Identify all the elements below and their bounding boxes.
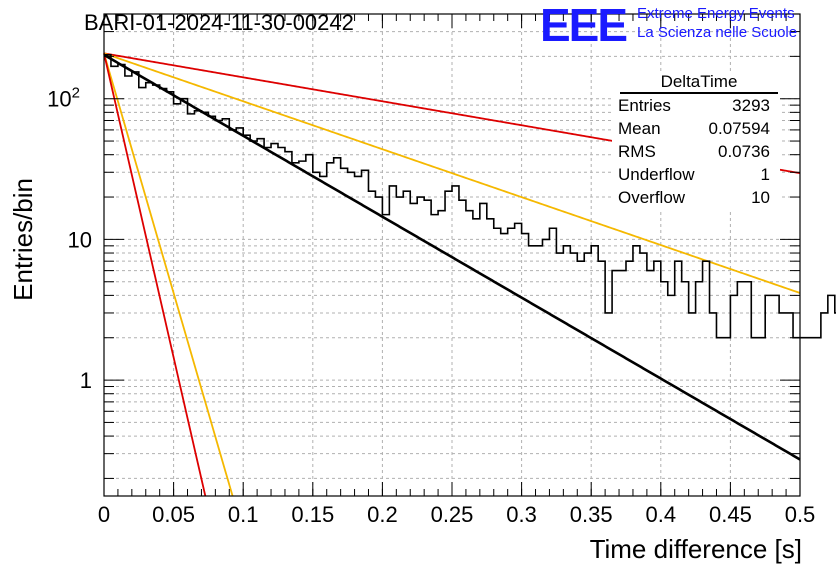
stats-value: 3293 <box>732 96 770 115</box>
stats-label: Entries <box>618 96 671 115</box>
logo-line-1: Extreme Energy Events <box>637 5 795 22</box>
stats-label: Underflow <box>618 165 695 184</box>
stats-label: Overflow <box>618 188 686 207</box>
stats-label: RMS <box>618 142 656 161</box>
y-tick-label: 10 <box>68 227 92 252</box>
stats-title: DeltaTime <box>620 72 778 94</box>
stats-row-underflow: Underflow 1 <box>612 163 780 186</box>
curve-orange-slow <box>103 52 801 294</box>
stats-row-entries: Entries 3293 <box>612 94 780 117</box>
x-tick-label: 0.5 <box>785 502 816 527</box>
stats-box: DeltaTime Entries 3293 Mean 0.07594 RMS … <box>612 72 780 209</box>
stats-row-overflow: Overflow 10 <box>612 186 780 209</box>
logo-line-2: La Scienza nelle Scuole <box>637 24 798 41</box>
x-axis-label: Time difference [s] <box>590 534 802 564</box>
x-tick-label: 0.1 <box>228 502 259 527</box>
x-tick-label: 0.05 <box>152 502 195 527</box>
curve-orange-fast <box>103 53 234 497</box>
y-axis-label: Entries/bin <box>8 178 38 301</box>
stats-label: Mean <box>618 119 661 138</box>
stats-value: 1 <box>760 165 770 184</box>
curve-fit <box>103 53 801 461</box>
stats-value: 0.0736 <box>718 142 770 161</box>
stats-value: 10 <box>751 188 770 207</box>
stats-row-mean: Mean 0.07594 <box>612 117 780 140</box>
stats-row-rms: RMS 0.0736 <box>612 140 780 163</box>
stats-value: 0.07594 <box>708 119 770 138</box>
fit-curve-layer <box>103 53 801 461</box>
y-tick-labels: 1 10 102 <box>47 85 92 393</box>
x-tick-label: 0.35 <box>570 502 613 527</box>
axis-ticks <box>103 13 801 496</box>
x-tick-label: 0.2 <box>367 502 398 527</box>
x-tick-label: 0.3 <box>506 502 537 527</box>
x-tick-labels: 0 0.05 0.1 0.15 0.2 0.25 0.3 0.35 0.4 0.45 0.5 <box>98 502 815 527</box>
y-tick-label: 102 <box>47 85 80 112</box>
x-tick-label: 0.25 <box>431 502 474 527</box>
x-tick-label: 0.45 <box>709 502 752 527</box>
run-title: BARI-01-2024-11-30-00242 <box>84 10 354 35</box>
y-tick-label: 1 <box>80 368 92 393</box>
x-tick-label: 0.4 <box>646 502 677 527</box>
logo-caption: Extreme Energy Events La Scienza nelle S… <box>637 4 797 42</box>
histogram-series <box>104 54 836 339</box>
x-tick-label: 0.15 <box>291 502 334 527</box>
curve-red-fast <box>103 53 207 497</box>
eee-logo: EEE <box>540 0 628 51</box>
x-tick-label: 0 <box>98 502 110 527</box>
